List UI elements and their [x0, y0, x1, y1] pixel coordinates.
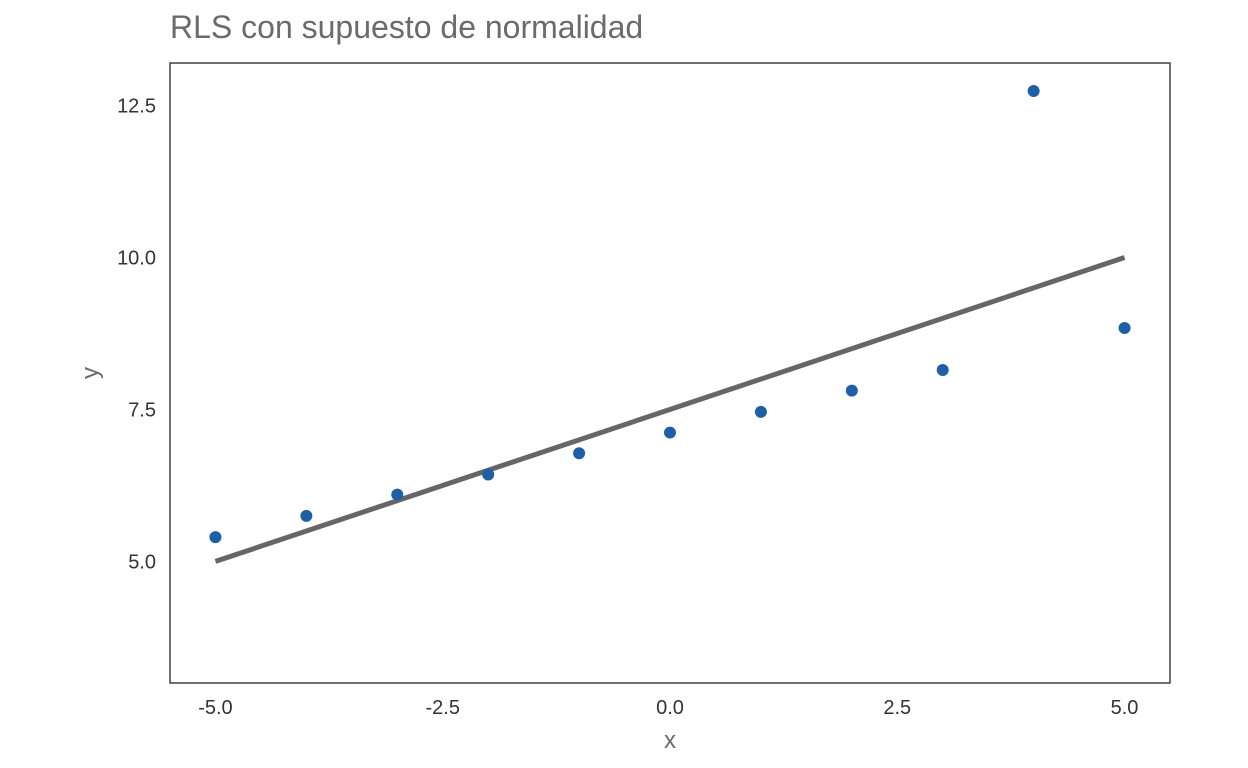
x-tick-label: 5.0	[1111, 697, 1139, 719]
data-point	[482, 468, 495, 481]
y-axis-ticks: 5.0 7.5 10.0 12.5	[117, 96, 156, 574]
x-tick-label: 0.0	[656, 697, 684, 719]
data-point	[573, 447, 586, 460]
x-tick-label: -5.0	[198, 697, 232, 719]
regression-line	[214, 255, 1126, 564]
data-point	[845, 384, 858, 397]
data-point	[754, 405, 767, 418]
data-point	[300, 509, 313, 522]
data-point	[936, 363, 949, 376]
x-tick-label: -2.5	[425, 697, 459, 719]
y-tick-label: 12.5	[117, 96, 156, 118]
x-tick-label: 2.5	[883, 697, 911, 719]
chart-title: RLS con supuesto de normalidad	[170, 9, 643, 45]
y-axis-label: y	[77, 367, 104, 379]
y-tick-label: 7.5	[128, 399, 156, 421]
y-tick-label: 10.0	[117, 248, 156, 270]
plot-area	[169, 62, 1171, 684]
data-point	[1118, 322, 1131, 335]
data-point	[1027, 84, 1040, 97]
data-point	[664, 426, 676, 439]
data-points	[209, 84, 1131, 544]
x-axis-ticks: -5.0 -2.5 0.0 2.5 5.0	[198, 697, 1138, 719]
data-point	[209, 531, 222, 544]
data-point	[391, 488, 404, 501]
x-axis-label: x	[664, 727, 676, 754]
regression-lines	[214, 255, 1126, 564]
y-tick-label: 5.0	[128, 551, 156, 573]
